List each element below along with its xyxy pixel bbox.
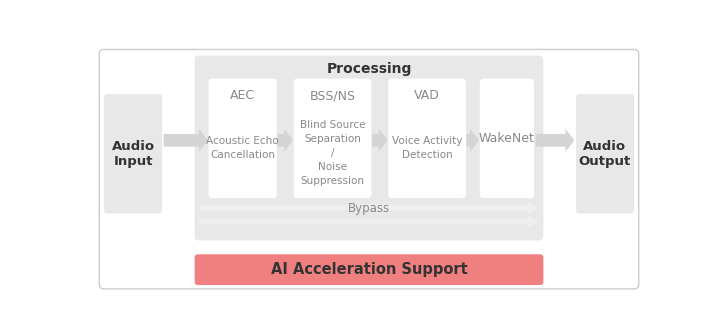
Text: AI Acceleration Support: AI Acceleration Support (271, 262, 467, 277)
Text: Audio
Output: Audio Output (579, 140, 631, 168)
Text: Processing: Processing (326, 62, 412, 76)
Text: Voice Activity
Detection: Voice Activity Detection (392, 136, 462, 160)
Polygon shape (467, 129, 479, 152)
Polygon shape (372, 129, 387, 152)
Text: Bypass: Bypass (348, 202, 390, 215)
FancyBboxPatch shape (576, 94, 634, 213)
FancyBboxPatch shape (99, 50, 639, 289)
FancyBboxPatch shape (104, 94, 162, 213)
Polygon shape (199, 202, 539, 213)
FancyBboxPatch shape (209, 79, 276, 198)
Text: AEC: AEC (230, 89, 255, 102)
Text: BSS/NS: BSS/NS (310, 89, 356, 102)
FancyBboxPatch shape (480, 79, 534, 198)
Text: WakeNet: WakeNet (479, 132, 535, 145)
Polygon shape (163, 129, 208, 152)
Text: Blind Source
Separation
/
Noise
Suppression: Blind Source Separation / Noise Suppress… (300, 120, 365, 186)
Polygon shape (199, 216, 539, 227)
Text: VAD: VAD (414, 89, 440, 102)
FancyBboxPatch shape (388, 79, 466, 198)
FancyBboxPatch shape (194, 56, 544, 241)
FancyBboxPatch shape (294, 79, 372, 198)
Polygon shape (277, 129, 293, 152)
Polygon shape (536, 129, 575, 152)
Text: Audio
Input: Audio Input (112, 140, 155, 168)
Text: Acoustic Echo
Cancellation: Acoustic Echo Cancellation (207, 136, 279, 160)
FancyBboxPatch shape (194, 254, 544, 285)
